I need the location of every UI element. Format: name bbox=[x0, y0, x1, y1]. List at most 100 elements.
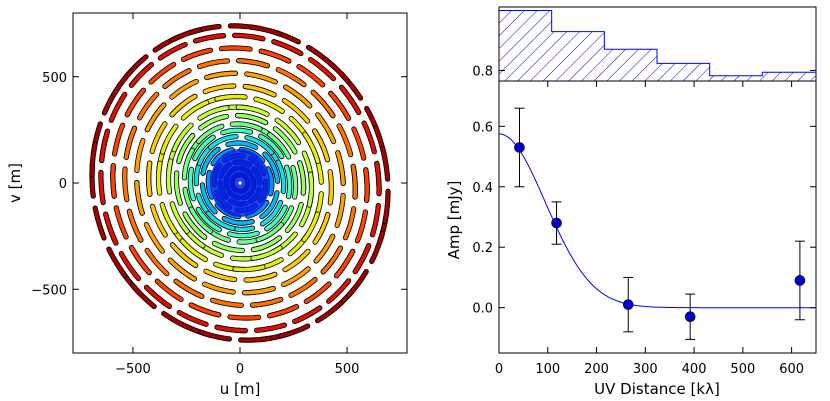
uv-track-segment bbox=[362, 121, 377, 154]
uv-track-segment bbox=[245, 72, 278, 84]
gaussian-model-curve bbox=[498, 133, 815, 309]
amp-x-tick-label: 500 bbox=[730, 362, 755, 377]
uv-track-segment bbox=[206, 170, 214, 199]
uv-track-segment bbox=[174, 279, 204, 299]
uv-y-tick-label: −500 bbox=[31, 283, 67, 298]
uv-track-segment bbox=[260, 191, 279, 219]
uv-track-segment bbox=[155, 279, 183, 302]
uv-track-segment bbox=[112, 123, 125, 156]
uv-track-segment bbox=[135, 138, 145, 173]
uv-track-segment bbox=[181, 48, 213, 62]
uv-track-segment bbox=[291, 165, 298, 199]
uv-track-segment bbox=[259, 134, 284, 159]
uv-track-segment bbox=[196, 207, 221, 232]
amp-x-tick-label: 400 bbox=[682, 362, 707, 377]
uv-track-segment bbox=[248, 25, 281, 36]
uv-track-segment bbox=[232, 33, 265, 41]
data-point bbox=[514, 142, 525, 153]
uv-track-segment bbox=[334, 249, 355, 278]
uv-track-segment bbox=[283, 249, 310, 272]
uv-track-segment bbox=[205, 71, 238, 80]
uv-track-segment bbox=[226, 141, 258, 150]
uv-track-segment bbox=[203, 84, 236, 94]
uv-track-segment bbox=[170, 28, 202, 42]
uv-track-segment bbox=[369, 231, 385, 264]
uv-track-segment bbox=[219, 46, 252, 51]
uv-track-segment bbox=[189, 207, 213, 234]
amp-y-tick-label: 0.2 bbox=[472, 241, 493, 256]
histogram-panel: 0.8 bbox=[472, 6, 817, 82]
uv-track-segment bbox=[99, 170, 105, 205]
amp-y-tick-label: 0.0 bbox=[472, 302, 493, 317]
uv-track-segment bbox=[250, 297, 283, 307]
uv-track-segment bbox=[281, 267, 310, 287]
uv-track-segment bbox=[210, 298, 244, 308]
uv-track-segment bbox=[302, 212, 320, 242]
uv-track-segment bbox=[284, 165, 292, 199]
uv-track-segment bbox=[276, 160, 286, 194]
uv-track-segment bbox=[166, 159, 173, 194]
uv-track-segment bbox=[282, 98, 310, 123]
uv-y-tick-label: 500 bbox=[42, 71, 67, 86]
uv-track-segment bbox=[198, 106, 229, 120]
uv-track-segment bbox=[230, 122, 262, 131]
uv-track-segment bbox=[189, 303, 221, 317]
uv-track-segment bbox=[259, 49, 291, 63]
histogram-bar bbox=[762, 72, 816, 81]
uv-track-segment bbox=[276, 67, 306, 87]
uv-track-segment bbox=[198, 114, 229, 130]
uv-track-segment bbox=[311, 90, 335, 118]
uv-track-segment bbox=[197, 59, 230, 69]
uv-track-segment bbox=[208, 134, 238, 149]
uv-y-tick-label: 0 bbox=[59, 177, 67, 192]
uv-track-segment bbox=[315, 301, 343, 323]
uv-track-segment bbox=[212, 241, 245, 253]
uv-track-segment bbox=[181, 100, 209, 120]
uv-track-segment bbox=[158, 42, 187, 60]
uv-track-segment bbox=[127, 209, 143, 242]
uv-track-segment bbox=[170, 79, 199, 99]
uv-track-segment bbox=[324, 57, 350, 83]
histogram-bar bbox=[709, 75, 763, 81]
uv-track-segment bbox=[265, 205, 287, 231]
uv-track-segment bbox=[343, 207, 356, 240]
data-point bbox=[622, 299, 634, 310]
amp-x-tick-label: 300 bbox=[633, 362, 658, 377]
uv-track-segment bbox=[380, 146, 390, 181]
uv-track-segment bbox=[110, 163, 116, 198]
uv-track-segment bbox=[289, 277, 317, 298]
amp-y-tick-label: 0.6 bbox=[472, 120, 493, 135]
uv-track-segment bbox=[314, 234, 335, 263]
uv-track-segment bbox=[93, 206, 106, 240]
uv-track-segment bbox=[375, 161, 381, 196]
uv-track-segment bbox=[174, 171, 183, 205]
uv-track-segment bbox=[304, 282, 331, 304]
uv-track-segment bbox=[285, 202, 303, 233]
uv-track-segment bbox=[183, 212, 207, 239]
uv-y-axis-label: v [m] bbox=[6, 163, 24, 203]
uv-track-segment bbox=[193, 135, 215, 161]
uv-x-tick-label: −500 bbox=[115, 362, 151, 377]
uv-track-segment bbox=[243, 84, 276, 97]
uv-x-axis-label: u [m] bbox=[220, 380, 261, 398]
uv-track-segment bbox=[256, 222, 283, 242]
uv-track-segment bbox=[172, 123, 193, 152]
uv-track-segment bbox=[267, 132, 291, 159]
uv-track-segment bbox=[297, 64, 325, 87]
uv-track-segment bbox=[315, 113, 336, 144]
uv-track-segment bbox=[303, 132, 320, 164]
uv-track-segment bbox=[145, 248, 169, 276]
uv-track-segment bbox=[238, 336, 272, 342]
uv-track-segment bbox=[135, 180, 144, 215]
uv-track-segment bbox=[235, 113, 268, 125]
data-point bbox=[794, 275, 806, 286]
uv-track-segment bbox=[251, 236, 282, 252]
uv-track-segment bbox=[182, 148, 195, 180]
uv-track-segment bbox=[227, 231, 259, 238]
uv-track-segment bbox=[346, 269, 368, 297]
amp-x-tick-label: 200 bbox=[584, 362, 609, 377]
uv-track-segment bbox=[201, 147, 220, 175]
amp-x-tick-label: 100 bbox=[535, 362, 560, 377]
uv-track-segment bbox=[119, 251, 141, 281]
histogram-axes: 0.8 bbox=[472, 64, 816, 79]
